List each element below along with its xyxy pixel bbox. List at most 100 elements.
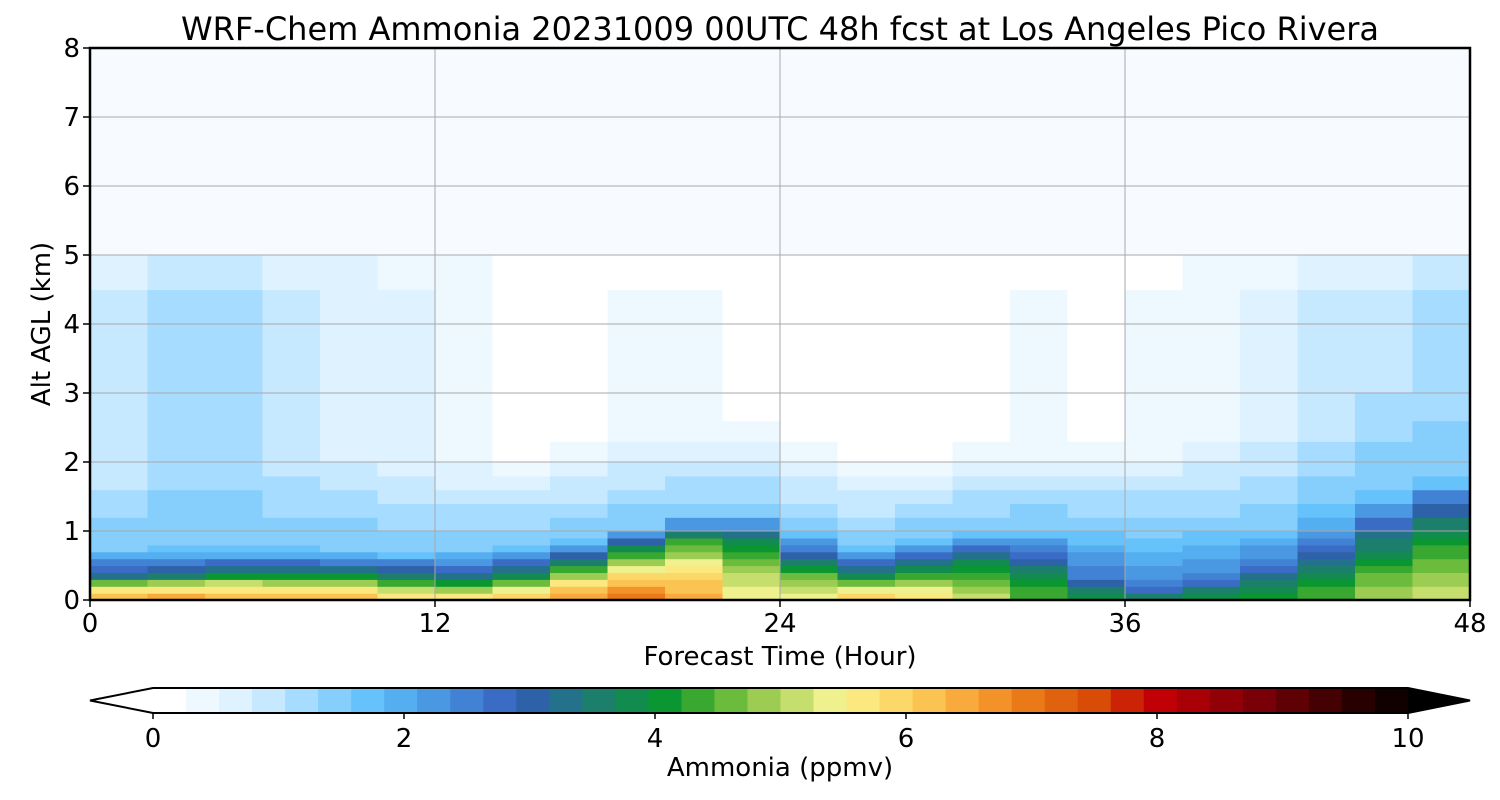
heatmap-cell [780, 531, 839, 539]
heatmap-cell [665, 531, 724, 539]
heatmap-cell [90, 503, 149, 518]
colorbar-swatch [252, 688, 286, 713]
heatmap-cell [320, 393, 379, 422]
heatmap-cell [1412, 420, 1470, 442]
heatmap-cell [320, 441, 379, 463]
heatmap-cell [1297, 441, 1356, 463]
heatmap-cell [1240, 586, 1299, 594]
heatmap-cell [607, 489, 666, 504]
heatmap-cell [262, 289, 321, 325]
heatmap-cell [837, 489, 896, 504]
heatmap-cell [90, 358, 149, 394]
heatmap-cell [722, 593, 781, 600]
heatmap-cell [550, 324, 609, 360]
heatmap-cell [1240, 393, 1299, 422]
heatmap-cell [1010, 558, 1069, 567]
heatmap-cell [90, 544, 149, 553]
heatmap-cell [665, 186, 724, 256]
heatmap-cell [377, 551, 436, 560]
heatmap-cell [262, 489, 321, 504]
heatmap-cell [205, 593, 264, 600]
heatmap-cell [722, 358, 781, 394]
heatmap-cell [1240, 358, 1299, 394]
heatmap-cell [1125, 565, 1184, 573]
heatmap-cell [262, 593, 321, 600]
heatmap-cell [722, 255, 781, 291]
heatmap-cell [147, 517, 206, 532]
heatmap-cell [90, 531, 149, 539]
colorbar-swatch [648, 688, 682, 713]
heatmap-cell [1182, 489, 1241, 504]
heatmap-cell [1010, 324, 1069, 360]
heatmap-cell [262, 475, 321, 491]
heatmap-cell [1067, 186, 1126, 256]
heatmap-cell [895, 358, 954, 394]
heatmap-cell [780, 324, 839, 360]
heatmap-cell [1412, 462, 1470, 477]
heatmap-cell [435, 324, 494, 360]
colorbar-swatch [483, 688, 517, 713]
heatmap-cell [895, 324, 954, 360]
heatmap-cell [895, 255, 954, 291]
heatmap-cell [952, 489, 1011, 504]
heatmap-cell [722, 393, 781, 422]
heatmap-cell [1182, 586, 1241, 594]
heatmap-cell [1355, 475, 1414, 491]
heatmap-cell [262, 324, 321, 360]
heatmap-cell [1010, 544, 1069, 553]
x-axis-label: Forecast Time (Hour) [643, 642, 916, 672]
heatmap-cell [1067, 544, 1126, 553]
heatmap-cell [1010, 565, 1069, 573]
heatmap-cell [665, 358, 724, 394]
heatmap-cell [952, 503, 1011, 518]
heatmap-cell [722, 475, 781, 491]
colorbar-tick-label: 0 [145, 724, 162, 754]
heatmap-cell [1412, 186, 1470, 256]
heatmap-cell [262, 462, 321, 477]
heatmap-cell [320, 593, 379, 600]
heatmap-cell [550, 462, 609, 477]
heatmap-cell [492, 289, 551, 325]
heatmap-cell [320, 255, 379, 291]
heatmap-cell [837, 572, 896, 580]
heatmap-cell [665, 572, 724, 580]
colorbar-ticks: 0 2 4 6 8 10 [145, 713, 1425, 754]
y-axis-ticks: 0 1 2 3 4 5 6 7 8 [63, 34, 90, 616]
heatmap-cell [550, 558, 609, 567]
heatmap-cell [1355, 186, 1414, 256]
heatmap-cell [262, 358, 321, 394]
heatmap-cell [1182, 324, 1241, 360]
heatmap-cell [1010, 255, 1069, 291]
heatmap-cell [1412, 289, 1470, 325]
colorbar-tick-label: 4 [647, 724, 664, 754]
heatmap-cell [722, 586, 781, 594]
heatmap-cell [895, 186, 954, 256]
heatmap-cell [550, 358, 609, 394]
heatmap-cell [1125, 441, 1184, 463]
colorbar-swatch [417, 688, 451, 713]
colorbar-swatch [1077, 688, 1112, 713]
colorbar-swatch [1011, 688, 1046, 713]
heatmap-cell [1067, 255, 1126, 291]
heatmap-cell [205, 289, 264, 325]
heatmap-cell [1240, 186, 1299, 256]
heatmap-cell [780, 586, 839, 594]
heatmap-cell [1297, 420, 1356, 442]
heatmap-cell [1067, 503, 1126, 518]
colorbar-swatch [615, 688, 649, 713]
heatmap-cell [377, 572, 436, 580]
heatmap-cell [147, 186, 206, 256]
heatmap-cell [1412, 503, 1470, 518]
heatmap-cell [1412, 537, 1470, 546]
heatmap-cell [377, 586, 436, 594]
heatmap-cell [492, 558, 551, 567]
heatmap-cell [320, 537, 379, 546]
heatmap-cell [550, 544, 609, 553]
heatmap-cell [607, 503, 666, 518]
heatmap-cell [837, 358, 896, 394]
heatmap-cell [492, 537, 551, 546]
colorbar-swatch [1143, 688, 1178, 713]
heatmap-cell [837, 441, 896, 463]
x-tick-label: 24 [763, 609, 796, 639]
heatmap-cell [147, 579, 206, 587]
